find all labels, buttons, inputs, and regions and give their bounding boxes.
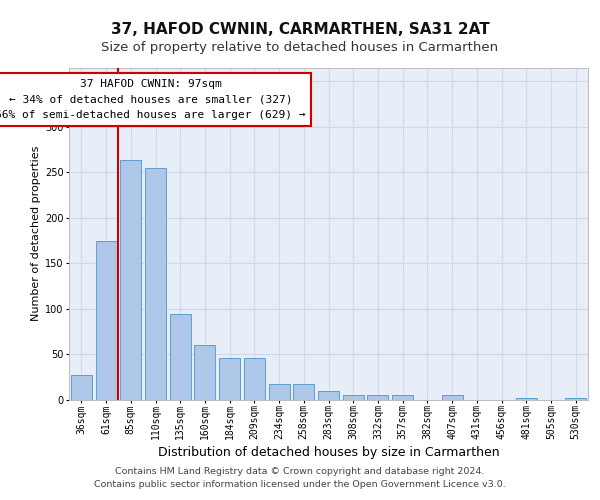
Text: Size of property relative to detached houses in Carmarthen: Size of property relative to detached ho… (101, 41, 499, 54)
Text: 37, HAFOD CWNIN, CARMARTHEN, SA31 2AT: 37, HAFOD CWNIN, CARMARTHEN, SA31 2AT (110, 22, 490, 38)
Bar (269, 384, 290, 400)
Bar (565, 398, 586, 400)
Bar (170, 314, 191, 400)
Bar (293, 384, 314, 400)
Bar (244, 358, 265, 400)
Bar (95, 240, 116, 400)
Bar (219, 358, 240, 400)
Bar (343, 394, 364, 400)
Bar (442, 396, 463, 400)
Y-axis label: Number of detached properties: Number of detached properties (31, 146, 41, 322)
Bar (367, 396, 388, 400)
Bar (71, 376, 92, 400)
Bar (516, 398, 537, 400)
X-axis label: Distribution of detached houses by size in Carmarthen: Distribution of detached houses by size … (158, 446, 499, 460)
Bar (194, 346, 215, 400)
Bar (145, 168, 166, 400)
Bar (392, 396, 413, 400)
Text: 37 HAFOD CWNIN: 97sqm
← 34% of detached houses are smaller (327)
66% of semi-det: 37 HAFOD CWNIN: 97sqm ← 34% of detached … (0, 79, 306, 120)
Text: Contains HM Land Registry data © Crown copyright and database right 2024.: Contains HM Land Registry data © Crown c… (115, 467, 485, 476)
Text: Contains public sector information licensed under the Open Government Licence v3: Contains public sector information licen… (94, 480, 506, 489)
Bar (120, 160, 141, 400)
Bar (318, 391, 339, 400)
